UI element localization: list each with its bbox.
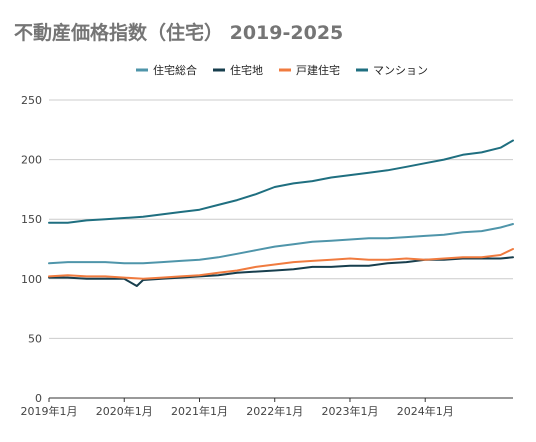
- legend: 住宅総合 住宅地 戸建住宅 マンション: [136, 63, 428, 77]
- series-line-2: [48, 248, 514, 280]
- legend-label: 住宅総合: [153, 63, 197, 77]
- series-line-1: [48, 256, 514, 287]
- x-tick-label: 2022年1月: [246, 404, 303, 418]
- y-tick-label: 250: [21, 94, 42, 107]
- x-tick-label: 2024年1月: [397, 404, 454, 418]
- series-lines: [48, 139, 514, 287]
- x-axis-ticks: 2019年1月 2020年1月 2021年1月 2022年1月 2023年1月 2024年…: [21, 398, 454, 418]
- y-axis-ticks: 0 50 100 150 200 250: [21, 94, 42, 405]
- y-tick-label: 200: [21, 154, 42, 167]
- x-tick-label: 2019年1月: [21, 404, 78, 418]
- series-line-3: [48, 139, 514, 224]
- y-tick-label: 0: [35, 392, 42, 405]
- y-tick-label: 150: [21, 213, 42, 226]
- series-line-0: [48, 223, 514, 265]
- legend-label: 住宅地: [230, 63, 263, 77]
- chart-title: 不動産価格指数（住宅） 2019-2025: [14, 21, 343, 44]
- legend-label: マンション: [373, 64, 428, 77]
- x-tick-label: 2023年1月: [321, 404, 378, 418]
- x-tick-label: 2020年1月: [96, 404, 153, 418]
- x-tick-label: 2021年1月: [171, 404, 228, 418]
- y-tick-label: 100: [21, 273, 42, 286]
- y-tick-label: 50: [28, 332, 42, 345]
- gridlines: [49, 99, 513, 339]
- legend-label: 戸建住宅: [296, 63, 340, 77]
